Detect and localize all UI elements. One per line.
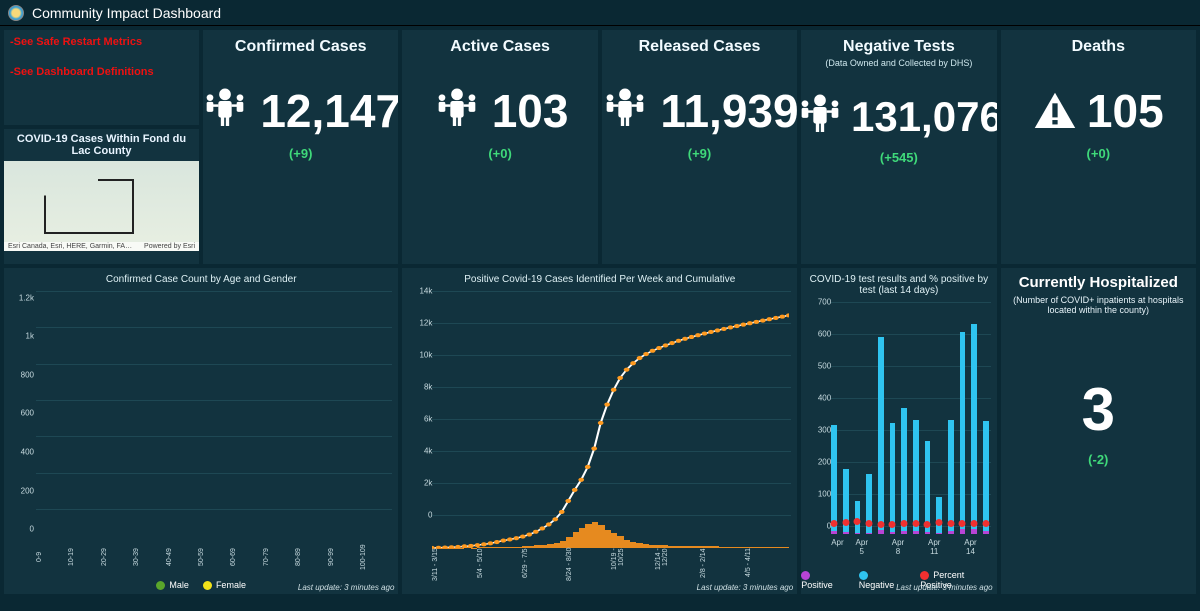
kpi-title: Active Cases bbox=[450, 38, 550, 56]
negative-legend-dot bbox=[859, 571, 868, 580]
county-outline bbox=[44, 179, 134, 234]
safe-restart-link[interactable]: -See Safe Restart Metrics bbox=[4, 30, 199, 60]
people-icon bbox=[602, 86, 651, 136]
kpi-value: 105 bbox=[1087, 84, 1164, 138]
weekly-title: Positive Covid-19 Cases Identified Per W… bbox=[402, 268, 797, 287]
kpi-confirmed-cases: Confirmed Cases 12,147 (+9) bbox=[203, 30, 398, 264]
kpi-value: 131,076 bbox=[851, 93, 997, 141]
kpi-title: Released Cases bbox=[639, 38, 761, 56]
tests-title: COVID-19 test results and % positive by … bbox=[801, 268, 996, 298]
age-gender-panel: Confirmed Case Count by Age and Gender 0… bbox=[4, 268, 398, 594]
male-legend-label: Male bbox=[169, 580, 189, 590]
kpi-sub: (Data Owned and Collected by DHS) bbox=[825, 58, 972, 68]
age-gender-title: Confirmed Case Count by Age and Gender bbox=[4, 268, 398, 287]
dashboard-title: Community Impact Dashboard bbox=[32, 5, 221, 21]
hospitalized-sub: (Number of COVID+ inpatients at hospital… bbox=[1011, 295, 1186, 315]
kpi-released-cases: Released Cases 11,939 (+9) bbox=[602, 30, 797, 264]
hospitalized-title: Currently Hospitalized bbox=[1019, 274, 1178, 291]
kpi-body: 12,147 bbox=[203, 84, 398, 138]
kpi-body: 131,076 bbox=[801, 92, 996, 142]
female-legend-label: Female bbox=[216, 580, 246, 590]
kpi-body: 105 bbox=[1033, 84, 1164, 138]
age-gender-update: Last update: 3 minutes ago bbox=[298, 583, 395, 592]
pct-legend-dot bbox=[920, 571, 929, 580]
kpi-title: Negative Tests bbox=[843, 38, 955, 56]
definitions-link[interactable]: -See Dashboard Definitions bbox=[4, 60, 199, 90]
kpi-body: 103 bbox=[432, 84, 569, 138]
logo-icon bbox=[8, 5, 24, 21]
kpi-title: Confirmed Cases bbox=[235, 38, 367, 56]
map-attr-right: Powered by Esri bbox=[144, 243, 195, 250]
kpi-title: Deaths bbox=[1072, 38, 1125, 56]
female-legend-dot bbox=[203, 581, 212, 590]
positive-legend-dot bbox=[801, 571, 810, 580]
map-attribution: Esri Canada, Esri, HERE, Garmin, FA… Pow… bbox=[4, 242, 199, 251]
kpi-active-cases: Active Cases 103 (+0) bbox=[402, 30, 597, 264]
kpi-delta: (+9) bbox=[688, 146, 711, 161]
dashboard-grid: -See Safe Restart Metrics -See Dashboard… bbox=[0, 26, 1200, 598]
tests-chart[interactable]: 0100200300400500600700AprApr 5Apr 8Apr 1… bbox=[805, 298, 992, 566]
warning-icon bbox=[1033, 91, 1077, 131]
kpi-value: 11,939 bbox=[660, 84, 797, 138]
kpi-value: 12,147 bbox=[260, 84, 398, 138]
kpi-body: 11,939 bbox=[602, 84, 797, 138]
kpi-value: 103 bbox=[492, 84, 569, 138]
map-image[interactable]: Esri Canada, Esri, HERE, Garmin, FA… Pow… bbox=[4, 161, 199, 251]
positive-legend-label: Positive bbox=[801, 580, 833, 590]
people-icon bbox=[203, 86, 250, 136]
age-gender-chart[interactable]: 02004006008001k1.2k0-910-1920-2930-3940-… bbox=[8, 287, 394, 576]
kpi-delta: (+0) bbox=[488, 146, 511, 161]
kpi-delta: (+9) bbox=[289, 146, 312, 161]
negative-legend-label: Negative bbox=[859, 580, 895, 590]
kpi-delta: (+545) bbox=[880, 150, 918, 165]
tests-update: Last update: 3 minutes ago bbox=[896, 583, 993, 592]
kpi-negative-tests: Negative Tests (Data Owned and Collected … bbox=[801, 30, 996, 264]
hospitalized-delta: (-2) bbox=[1088, 452, 1108, 467]
weekly-chart[interactable]: 02k4k6k8k10k12k14k3/11 - 3/155/4 - 5/106… bbox=[406, 287, 793, 594]
male-legend-dot bbox=[156, 581, 165, 590]
map-title: COVID-19 Cases Within Fond du Lac County bbox=[4, 129, 199, 161]
hospitalized-value: 3 bbox=[1082, 375, 1115, 444]
people-icon bbox=[432, 86, 482, 136]
map-panel[interactable]: COVID-19 Cases Within Fond du Lac County… bbox=[4, 129, 199, 264]
kpi-delta: (+0) bbox=[1087, 146, 1110, 161]
dashboard-header: Community Impact Dashboard bbox=[0, 0, 1200, 26]
weekly-update: Last update: 3 minutes ago bbox=[697, 583, 794, 592]
links-panel: -See Safe Restart Metrics -See Dashboard… bbox=[4, 30, 199, 125]
map-attr-left: Esri Canada, Esri, HERE, Garmin, FA… bbox=[8, 243, 132, 250]
kpi-deaths: Deaths 105 (+0) bbox=[1001, 30, 1196, 264]
people-icon bbox=[801, 92, 845, 142]
tests-panel: COVID-19 test results and % positive by … bbox=[801, 268, 996, 594]
hospitalized-panel: Currently Hospitalized (Number of COVID+… bbox=[1001, 268, 1196, 594]
weekly-panel: Positive Covid-19 Cases Identified Per W… bbox=[402, 268, 797, 594]
